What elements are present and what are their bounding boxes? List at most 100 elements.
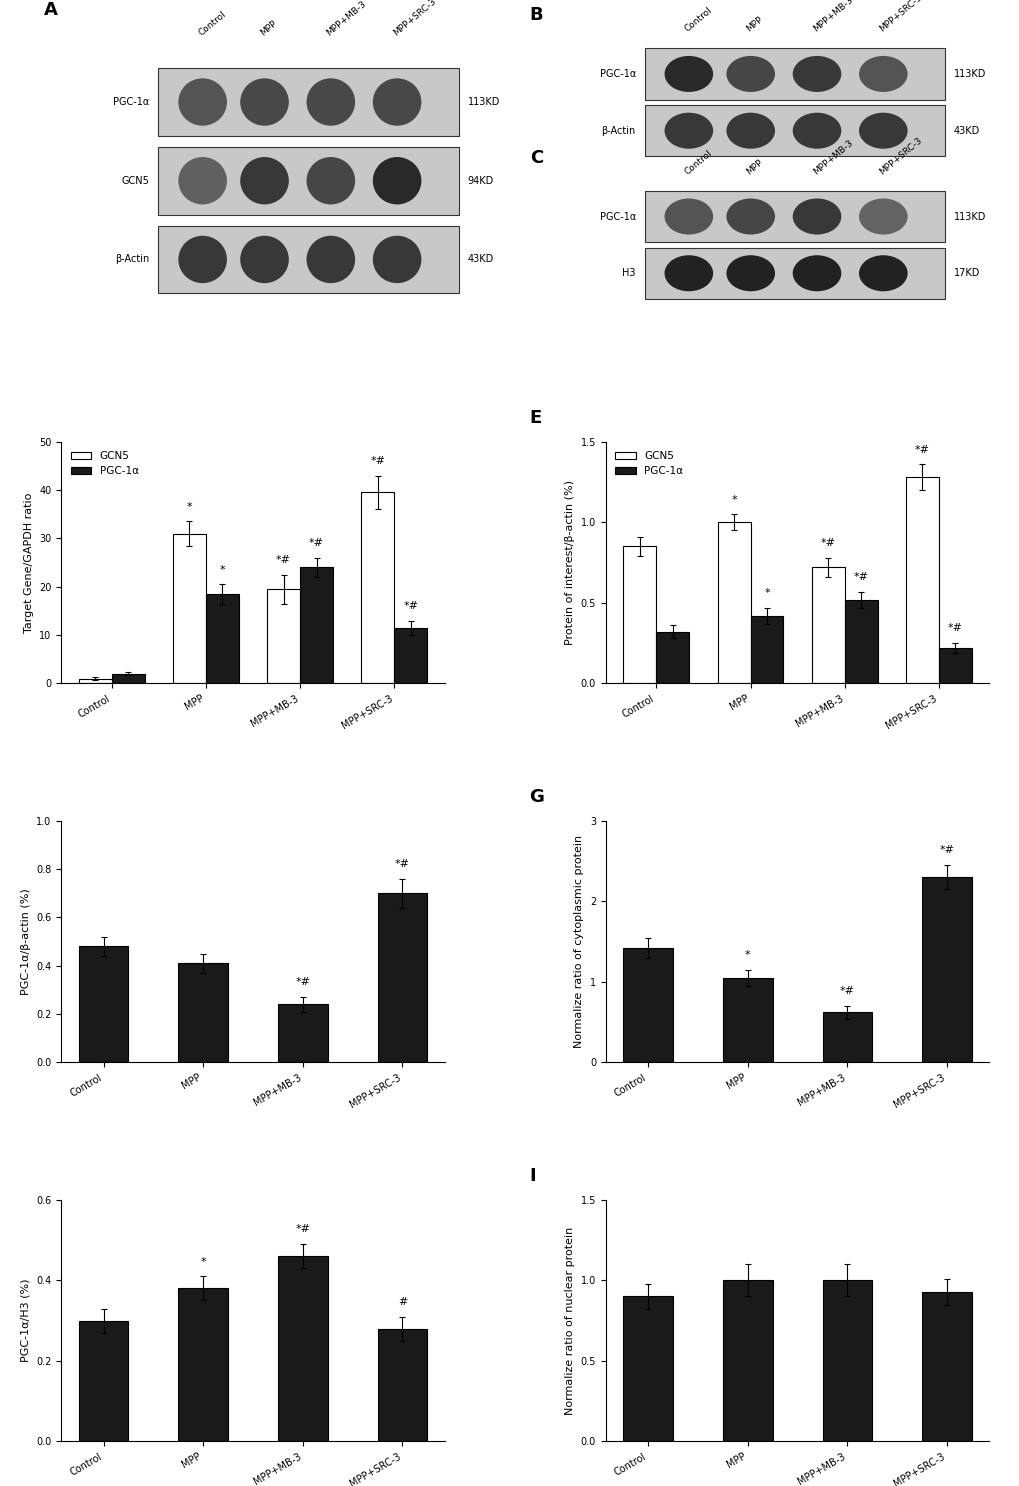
- Text: *: *: [731, 495, 736, 505]
- Text: G: G: [529, 788, 543, 807]
- Text: 43KD: 43KD: [953, 126, 979, 135]
- Bar: [821, 1281, 871, 1441]
- Y-axis label: PGC-1α/β-actin (%): PGC-1α/β-actin (%): [20, 889, 31, 996]
- Y-axis label: Normalize ratio of cytoplasmic protein: Normalize ratio of cytoplasmic protein: [574, 835, 584, 1048]
- Ellipse shape: [240, 236, 288, 284]
- Text: H3: H3: [622, 269, 635, 278]
- Bar: [938, 648, 971, 684]
- Text: *#: *#: [938, 846, 954, 856]
- Text: MPP+SRC-3: MPP+SRC-3: [391, 0, 437, 39]
- Ellipse shape: [858, 56, 907, 92]
- Text: *: *: [219, 565, 225, 575]
- Bar: [300, 568, 333, 684]
- Bar: [722, 1281, 772, 1441]
- Text: #: #: [397, 1297, 407, 1306]
- Bar: [623, 1296, 673, 1441]
- FancyBboxPatch shape: [158, 68, 459, 135]
- Text: *#: *#: [294, 1224, 310, 1235]
- Y-axis label: Normalize ratio of nuclear protein: Normalize ratio of nuclear protein: [565, 1226, 575, 1415]
- Ellipse shape: [373, 79, 421, 126]
- Text: *#: *#: [394, 859, 410, 869]
- Y-axis label: Target Gene/GAPDH ratio: Target Gene/GAPDH ratio: [23, 492, 34, 633]
- Bar: [178, 963, 228, 1062]
- Bar: [921, 1291, 971, 1441]
- Text: MPP: MPP: [744, 15, 764, 34]
- Ellipse shape: [373, 236, 421, 284]
- Ellipse shape: [664, 113, 712, 149]
- Bar: [844, 599, 877, 684]
- Text: MPP: MPP: [259, 19, 278, 39]
- Bar: [716, 522, 750, 684]
- Text: I: I: [529, 1168, 535, 1186]
- Text: *#: *#: [839, 987, 854, 996]
- Ellipse shape: [178, 158, 226, 205]
- Ellipse shape: [178, 79, 226, 126]
- Text: 113KD: 113KD: [468, 97, 499, 107]
- Ellipse shape: [792, 199, 841, 235]
- Text: *#: *#: [309, 538, 324, 548]
- Bar: [206, 594, 238, 684]
- Text: Control: Control: [683, 149, 713, 177]
- Y-axis label: PGC-1α/H3 (%): PGC-1α/H3 (%): [20, 1279, 31, 1363]
- Ellipse shape: [726, 256, 774, 291]
- Text: *#: *#: [914, 444, 929, 455]
- Y-axis label: Protein of interest/β-actin (%): Protein of interest/β-actin (%): [565, 480, 575, 645]
- Bar: [623, 948, 673, 1062]
- Bar: [905, 477, 938, 684]
- Bar: [655, 632, 689, 684]
- Bar: [623, 547, 655, 684]
- Text: MPP+SRC-3: MPP+SRC-3: [876, 135, 923, 177]
- Ellipse shape: [240, 79, 288, 126]
- Text: *#: *#: [947, 624, 962, 633]
- Ellipse shape: [858, 113, 907, 149]
- Text: B: B: [529, 6, 543, 24]
- Ellipse shape: [306, 79, 355, 126]
- Bar: [277, 1005, 327, 1062]
- Ellipse shape: [726, 113, 774, 149]
- FancyBboxPatch shape: [644, 48, 945, 100]
- Text: MPP+SRC-3: MPP+SRC-3: [876, 0, 923, 34]
- Ellipse shape: [858, 199, 907, 235]
- Text: *#: *#: [403, 600, 418, 611]
- Bar: [78, 1321, 128, 1441]
- Text: *: *: [200, 1257, 206, 1266]
- Text: *: *: [186, 502, 192, 511]
- FancyBboxPatch shape: [644, 106, 945, 156]
- Bar: [78, 947, 128, 1062]
- Text: 94KD: 94KD: [468, 175, 493, 186]
- Text: MPP+MB-3: MPP+MB-3: [810, 138, 854, 177]
- Ellipse shape: [792, 56, 841, 92]
- Text: β-Actin: β-Actin: [115, 254, 150, 265]
- FancyBboxPatch shape: [158, 147, 459, 214]
- Ellipse shape: [664, 56, 712, 92]
- Bar: [267, 588, 300, 684]
- Bar: [750, 615, 783, 684]
- Text: MPP: MPP: [744, 158, 764, 177]
- Text: *#: *#: [820, 538, 835, 548]
- Bar: [377, 1328, 427, 1441]
- Text: *#: *#: [853, 572, 868, 583]
- Bar: [722, 978, 772, 1062]
- Text: A: A: [44, 0, 57, 19]
- Bar: [111, 673, 145, 684]
- Text: 113KD: 113KD: [953, 211, 985, 221]
- Text: PGC-1α: PGC-1α: [599, 211, 635, 221]
- Legend: GCN5, PGC-1α: GCN5, PGC-1α: [610, 447, 687, 480]
- Bar: [361, 492, 394, 684]
- FancyBboxPatch shape: [158, 226, 459, 293]
- Text: *#: *#: [276, 554, 290, 565]
- Text: MPP+MB-3: MPP+MB-3: [325, 0, 368, 39]
- Bar: [172, 533, 206, 684]
- FancyBboxPatch shape: [644, 190, 945, 242]
- Text: MPP+MB-3: MPP+MB-3: [810, 0, 854, 34]
- Bar: [811, 568, 844, 684]
- Ellipse shape: [664, 256, 712, 291]
- Ellipse shape: [306, 236, 355, 284]
- Ellipse shape: [792, 256, 841, 291]
- Ellipse shape: [664, 199, 712, 235]
- Text: GCN5: GCN5: [121, 175, 150, 186]
- Text: E: E: [529, 409, 541, 426]
- Text: *#: *#: [370, 456, 385, 467]
- Ellipse shape: [373, 158, 421, 205]
- Bar: [394, 627, 427, 684]
